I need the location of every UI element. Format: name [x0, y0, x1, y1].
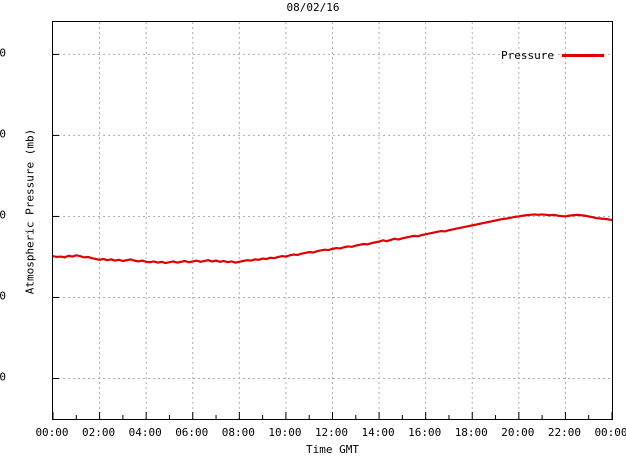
x-tick-label: 02:00: [82, 426, 116, 439]
x-tick-label: 22:00: [547, 426, 581, 439]
x-tick-label: 12:00: [314, 426, 349, 439]
x-tick-label: 04:00: [128, 426, 162, 439]
y-axis-label: Atmospheric Pressure (mb): [23, 128, 37, 295]
chart-title: 08/02/16: [286, 1, 340, 14]
plot-area: Pressure: [52, 21, 613, 420]
x-tick-label: 06:00: [175, 426, 209, 439]
plot-canvas: [53, 22, 612, 419]
x-axis-ticks: [53, 412, 612, 419]
y-tick-label: 1000: [0, 208, 6, 222]
y-tick-label: 1020: [0, 289, 6, 303]
x-tick-label: 00:00: [35, 426, 69, 439]
x-tick-label: 18:00: [454, 426, 488, 439]
legend-color-swatch: [562, 54, 604, 57]
x-tick-label: 20:00: [501, 426, 535, 439]
x-tick-label: 08:00: [221, 426, 255, 439]
x-tick-label: 16:00: [408, 426, 442, 439]
x-tick-label: 14:00: [361, 426, 395, 439]
x-tick-label: 10:00: [268, 426, 302, 439]
x-axis-label: Time GMT: [306, 443, 359, 456]
x-tick-label: 00:00: [594, 426, 626, 439]
y-tick-label: 980: [0, 127, 6, 141]
vertical-gridlines: [99, 22, 566, 419]
pressure-line-series: [53, 213, 612, 265]
y-axis-ticks: [53, 53, 59, 379]
y-tick-label: 960: [0, 46, 6, 60]
legend-label: Pressure: [501, 49, 554, 62]
y-tick-label: 1040: [0, 370, 6, 384]
